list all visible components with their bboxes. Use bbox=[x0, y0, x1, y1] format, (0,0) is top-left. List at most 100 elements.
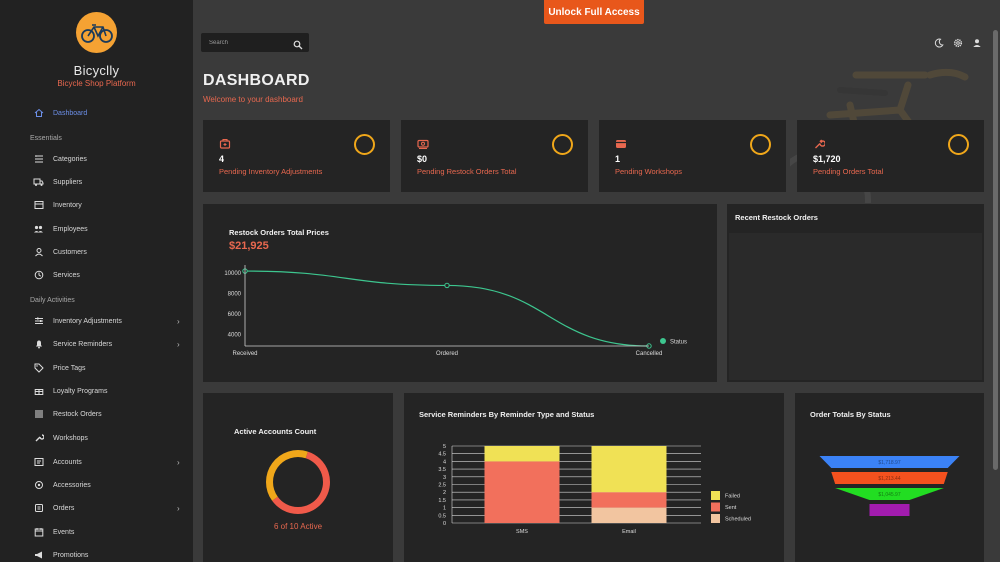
sidebar-item-label: Accounts bbox=[53, 458, 82, 466]
sidebar-item-restock-orders[interactable]: Restock Orders bbox=[0, 405, 193, 423]
page-scrollbar[interactable] bbox=[993, 30, 998, 470]
wrench-icon bbox=[33, 433, 44, 444]
stat-card-pending-workshops[interactable]: 1 Pending Workshops bbox=[599, 120, 786, 192]
sidebar-item-orders[interactable]: Orders › bbox=[0, 499, 193, 517]
funnel-value-label: $1,213.44 bbox=[878, 476, 900, 482]
sidebar-item-label: Customers bbox=[53, 248, 87, 256]
stat-card-inventory-adjustments[interactable]: 4 Pending Inventory Adjustments bbox=[203, 120, 390, 192]
legend-label: Failed bbox=[725, 494, 740, 500]
chevron-right-icon: › bbox=[177, 316, 180, 326]
recent-restock-list bbox=[729, 233, 982, 380]
funnel-segment[interactable] bbox=[819, 456, 960, 468]
sidebar-item-workshops[interactable]: Workshops bbox=[0, 429, 193, 447]
app-name: Bicyclly bbox=[73, 63, 120, 78]
y-tick-label: 10000 bbox=[224, 271, 241, 277]
order-totals-card: Order Totals By Status $1,718.97 $1,213.4… bbox=[795, 393, 984, 562]
settings-gear-icon[interactable] bbox=[952, 37, 963, 48]
y-tick-label: 3.5 bbox=[438, 467, 446, 473]
sidebar-item-label: Price Tags bbox=[53, 364, 86, 372]
data-point[interactable] bbox=[444, 282, 450, 289]
sliders-icon bbox=[33, 316, 44, 327]
bell-icon bbox=[33, 339, 44, 350]
recent-restock-title: Recent Restock Orders bbox=[735, 213, 818, 222]
sidebar-item-price-tags[interactable]: Price Tags bbox=[0, 359, 193, 377]
reminders-title: Service Reminders By Reminder Type and S… bbox=[419, 410, 595, 419]
order-totals-title: Order Totals By Status bbox=[810, 410, 891, 419]
progress-ring bbox=[948, 134, 969, 155]
tag-icon bbox=[33, 363, 44, 374]
accessory-icon bbox=[33, 480, 44, 491]
x-tick-label: Received bbox=[232, 351, 257, 357]
active-accounts-donut bbox=[266, 450, 330, 514]
search-box bbox=[201, 33, 309, 52]
sidebar-item-inventory-adjustments[interactable]: Inventory Adjustments › bbox=[0, 312, 193, 330]
donut-slice[interactable] bbox=[272, 451, 330, 514]
home-icon bbox=[33, 108, 44, 119]
sidebar-item-accessories[interactable]: Accessories bbox=[0, 476, 193, 494]
restock-line-chart: 10000 8000 6000 4000 Received Ordered Cancell… bbox=[224, 265, 687, 357]
section-daily-activities: Daily Activities bbox=[30, 297, 75, 304]
stat-card-restock-orders-total[interactable]: $0 Pending Restock Orders Total bbox=[401, 120, 588, 192]
sidebar-item-label: Workshops bbox=[53, 434, 88, 442]
sidebar-item-events[interactable]: Events bbox=[0, 523, 193, 541]
bar-segment-sent[interactable] bbox=[484, 461, 560, 523]
donut-slice[interactable] bbox=[266, 450, 308, 501]
stat-value: $0 bbox=[417, 154, 428, 164]
funnel-value-label: $1,045.97 bbox=[878, 492, 900, 498]
x-tick-label: Email bbox=[622, 529, 636, 535]
truck-icon bbox=[33, 177, 44, 188]
sidebar-item-label: Services bbox=[53, 271, 80, 279]
progress-ring bbox=[552, 134, 573, 155]
user-profile-icon[interactable] bbox=[971, 37, 982, 48]
sidebar-item-loyalty-programs[interactable]: Loyalty Programs bbox=[0, 382, 193, 400]
stat-card-pending-orders-total[interactable]: $1,720 Pending Orders Total bbox=[797, 120, 984, 192]
dark-mode-icon[interactable] bbox=[933, 37, 944, 48]
sidebar-item-inventory[interactable]: Inventory bbox=[0, 196, 193, 214]
bar-segment-failed[interactable] bbox=[484, 446, 560, 462]
stat-label: Pending Workshops bbox=[615, 167, 682, 176]
wrench-icon bbox=[813, 137, 826, 149]
y-tick-label: 6000 bbox=[228, 312, 242, 318]
legend-marker bbox=[660, 338, 666, 344]
unlock-full-access-button[interactable]: Unlock Full Access bbox=[544, 0, 644, 24]
sidebar-item-services[interactable]: Services bbox=[0, 266, 193, 284]
sidebar-item-dashboard[interactable]: Dashboard bbox=[0, 104, 193, 122]
sidebar-item-suppliers[interactable]: Suppliers bbox=[0, 173, 193, 191]
stat-value: 4 bbox=[219, 154, 225, 164]
restock-orders-chart-card: Restock Orders Total Prices $21,925 1000… bbox=[203, 204, 717, 382]
category-icon bbox=[33, 154, 44, 165]
search-input[interactable] bbox=[201, 39, 286, 46]
reminders-stacked-bar-chart: 5 4.54 3.5 3 2.52 1.5 10.5 0 SMS Email Failed Sen… bbox=[438, 444, 751, 535]
sidebar-item-employees[interactable]: Employees bbox=[0, 220, 193, 238]
people-icon bbox=[33, 224, 44, 235]
funnel-segment[interactable] bbox=[835, 488, 944, 500]
bar-segment-scheduled[interactable] bbox=[591, 507, 667, 523]
sidebar-item-label: Employees bbox=[53, 225, 88, 233]
sidebar-item-categories[interactable]: Categories bbox=[0, 150, 193, 168]
card-icon bbox=[615, 137, 627, 149]
sidebar-item-label: Events bbox=[53, 528, 75, 536]
x-tick-label: Cancelled bbox=[636, 351, 663, 357]
restock-total-value: $21,925 bbox=[229, 240, 269, 252]
sidebar-item-label: Suppliers bbox=[53, 178, 83, 186]
bicycle-logo bbox=[76, 12, 117, 53]
y-tick-label: 0 bbox=[443, 521, 446, 527]
sidebar-item-label: Loyalty Programs bbox=[53, 387, 108, 395]
funnel-segment[interactable] bbox=[869, 504, 910, 516]
progress-ring bbox=[354, 134, 375, 155]
chart-title: Restock Orders Total Prices bbox=[229, 228, 329, 237]
bar-segment-failed[interactable] bbox=[591, 446, 667, 493]
funnel-segment[interactable] bbox=[831, 472, 948, 484]
bar-segment-sent[interactable] bbox=[591, 492, 667, 508]
gift-icon bbox=[33, 386, 44, 397]
sidebar-item-label: Categories bbox=[53, 155, 87, 163]
list-icon bbox=[33, 409, 44, 420]
sidebar-item-customers[interactable]: Customers bbox=[0, 243, 193, 261]
sidebar-item-label: Restock Orders bbox=[53, 410, 102, 418]
sidebar-item-service-reminders[interactable]: Service Reminders › bbox=[0, 335, 193, 353]
sidebar-item-promotions[interactable]: Promotions bbox=[0, 546, 193, 562]
sidebar-item-accounts[interactable]: Accounts › bbox=[0, 453, 193, 471]
sidebar-item-label: Service Reminders bbox=[53, 340, 113, 348]
search-icon[interactable] bbox=[293, 37, 303, 55]
y-tick-label: 1.5 bbox=[438, 498, 446, 504]
